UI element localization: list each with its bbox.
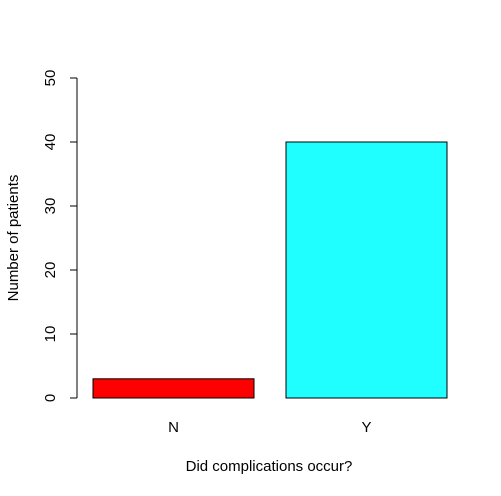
y-tick-label: 20 (42, 262, 59, 279)
y-tick-label: 0 (42, 394, 59, 402)
y-tick-label: 10 (42, 326, 59, 343)
x-category-label: N (168, 419, 179, 436)
bars (92, 141, 448, 399)
y-axis-title: Number of patients (5, 175, 22, 302)
bar-y (285, 141, 448, 399)
bar-n (92, 378, 255, 399)
y-tick-label: 50 (42, 70, 59, 87)
y-tick-label: 40 (42, 134, 59, 151)
y-axis: 0 10 20 30 40 50 (42, 70, 78, 402)
x-category-label: Y (361, 419, 371, 436)
x-axis-title: Did complications occur? (186, 458, 353, 475)
y-tick-label: 30 (42, 198, 59, 215)
